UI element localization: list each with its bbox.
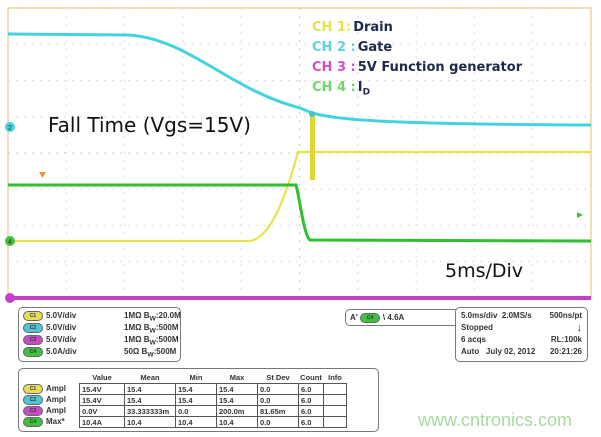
fall-time-annotation: Fall Time (Vgs=15V) (48, 113, 251, 137)
table-cell: 10.4A (79, 416, 125, 428)
measurement-table: Value Mean Min Max St Dev Count Info 15.4V 15.4… (79, 372, 347, 428)
measurement-table-panel: C1 Ampl C2 Ampl C3 Ampl C4 Max* Value Mean Min… (18, 368, 379, 432)
timebase-annotation: 5ms/Div (445, 260, 524, 282)
table-cell: 15.4 (216, 394, 258, 406)
table-cell: 0.0 (257, 416, 299, 428)
table-cell: 10.4 (124, 416, 176, 428)
table-cell: 6.0 (298, 394, 324, 406)
table-cell: 0.0 (257, 394, 299, 406)
column-header: Info (328, 373, 342, 382)
legend-ch3: CH 3 :5V Function generator (312, 60, 523, 75)
waveform-display: 2 4 (5, 7, 592, 303)
table-cell: 15.4V (79, 383, 125, 395)
column-header: Max (229, 373, 245, 382)
trigger-readout[interactable]: A' C4 \ 4.6A (345, 309, 479, 326)
table-cell: 10.4 (175, 416, 217, 428)
table-cell: 0.0 (257, 383, 299, 395)
table-cell: 0.0 (175, 405, 217, 417)
column-header: Count (300, 373, 322, 382)
column-header: Mean (140, 373, 160, 382)
table-cell (323, 416, 347, 428)
ch4-ground-marker: 4 (5, 236, 15, 246)
channel-legend: CH 1: Drain CH 2 : Gate CH 3 :5V Function … (312, 18, 522, 103)
trigger-level-marker (577, 212, 583, 218)
meas-label-c2[interactable]: C2 Ampl (23, 395, 81, 405)
trigger-position-marker (39, 172, 46, 178)
channel-settings-panel: C1 5.0V/div 1MΩ BW:20.0M C2 5.0V/div 1MΩ BW:… (18, 307, 181, 362)
column-header: St Dev (266, 373, 290, 382)
svg-text:2: 2 (8, 125, 12, 132)
column-header: Min (189, 373, 203, 382)
falling-edge-icon: \ (382, 313, 386, 322)
acquisition-panel: 5.0ms/div 2.0MS/s 500ns/pt Stopped ↓ 6 acq… (455, 307, 588, 362)
table-cell: 0.0V (79, 405, 125, 417)
table-cell: 6.0 (298, 405, 324, 417)
stopped-arrow-icon: ↓ (576, 322, 583, 334)
ch2-ground-marker: 2 (5, 122, 15, 132)
table-cell (323, 394, 347, 406)
table-row: 0.0V 33.333333m 0.0 200.0m 81.65m 6.0 (79, 405, 347, 417)
channel-row-c4[interactable]: C4 5.0A/div 50Ω BW:500M (19, 346, 180, 359)
table-row: 15.4V 15.4 15.4 15.4 0.0 6.0 (79, 383, 347, 395)
trace-ch1-spike (310, 114, 315, 180)
column-header: Value (92, 373, 112, 382)
table-cell: 10.4 (216, 416, 258, 428)
legend-ch4: CH 4 : ID (312, 80, 371, 98)
table-cell: 15.4 (124, 383, 176, 395)
legend-ch1: CH 1: Drain (312, 20, 393, 35)
table-cell (323, 383, 347, 395)
channel-row-c3[interactable]: C3 5.0V/div 1MΩ BW:500M (19, 334, 180, 347)
svg-text:4: 4 (8, 239, 12, 246)
table-cell: 15.4 (175, 394, 217, 406)
table-cell: 15.4 (216, 383, 258, 395)
trace-ch2-peak (309, 111, 315, 117)
trace-ch1 (8, 150, 591, 243)
table-cell: 81.65m (257, 405, 299, 417)
trace-ch4 (8, 183, 592, 243)
table-cell: 6.0 (298, 383, 324, 395)
meas-label-c1[interactable]: C1 Ampl (23, 384, 81, 394)
table-cell: 200.0m (216, 405, 258, 417)
table-row: 15.4V 15.4 15.4 15.4 0.0 6.0 (79, 394, 347, 406)
table-cell (323, 405, 347, 417)
channel-row-c1[interactable]: C1 5.0V/div 1MΩ BW:20.0M (19, 310, 181, 323)
ch3-ground-marker (5, 293, 15, 303)
legend-ch2: CH 2 : Gate (312, 40, 393, 55)
table-cell: 33.333333m (124, 405, 176, 417)
watermark: www.cntronics.com (418, 410, 573, 430)
table-cell: 6.0 (298, 416, 324, 428)
channel-row-c2[interactable]: C2 5.0V/div 1MΩ BW:500M (19, 322, 180, 335)
table-cell: 15.4 (175, 383, 217, 395)
table-cell: 15.4 (124, 394, 176, 406)
meas-label-c3[interactable]: C3 Ampl (23, 406, 81, 416)
table-cell: 15.4V (79, 394, 125, 406)
meas-label-c4[interactable]: C4 Max* (23, 417, 81, 427)
table-row: 10.4A 10.4 10.4 10.4 0.0 6.0 (79, 416, 347, 428)
